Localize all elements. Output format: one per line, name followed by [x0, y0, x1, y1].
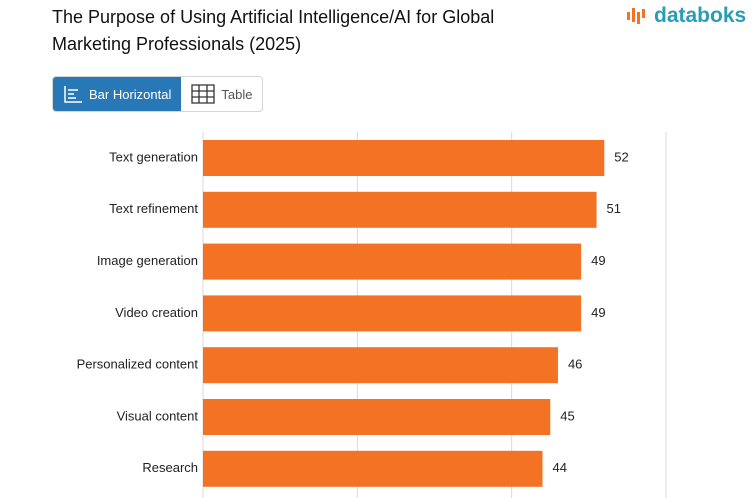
- logo-icon: [627, 8, 645, 24]
- bar: [203, 347, 558, 384]
- bar: [203, 140, 605, 176]
- value-label: 49: [591, 305, 605, 320]
- y-tick-label: Personalized content: [77, 357, 199, 372]
- y-tick-label: Research: [142, 460, 198, 475]
- bar: [203, 450, 543, 487]
- button-label: Bar Horizontal: [89, 86, 172, 102]
- value-label: 45: [560, 408, 574, 423]
- logo[interactable]: databoks: [626, 4, 746, 28]
- y-tick-label: Image generation: [97, 253, 198, 268]
- button-label: Table: [221, 86, 253, 102]
- y-tick-label: Text generation: [109, 149, 198, 164]
- view-switch: Bar Horizontal Table: [52, 76, 264, 112]
- value-label: 51: [607, 201, 621, 216]
- bar: [203, 243, 582, 280]
- y-tick-label: Visual content: [117, 408, 199, 423]
- value-label: 52: [614, 149, 628, 164]
- bar-button[interactable]: Bar Horizontal: [53, 77, 182, 111]
- value-label: 44: [553, 460, 567, 475]
- value-label: 49: [591, 253, 605, 268]
- chart-title: The Purpose of Using Artificial Intellig…: [52, 7, 495, 54]
- value-label: 46: [568, 357, 582, 372]
- bar: [203, 399, 551, 435]
- logo-text: databoks: [654, 4, 747, 27]
- table-icon: [191, 84, 216, 104]
- bar: [203, 295, 582, 332]
- y-tick-label: Video creation: [115, 305, 198, 320]
- table-button[interactable]: Table: [181, 77, 262, 111]
- y-tick-label: Text refinement: [109, 201, 198, 216]
- bar-icon: [64, 86, 82, 103]
- bar: [203, 191, 597, 228]
